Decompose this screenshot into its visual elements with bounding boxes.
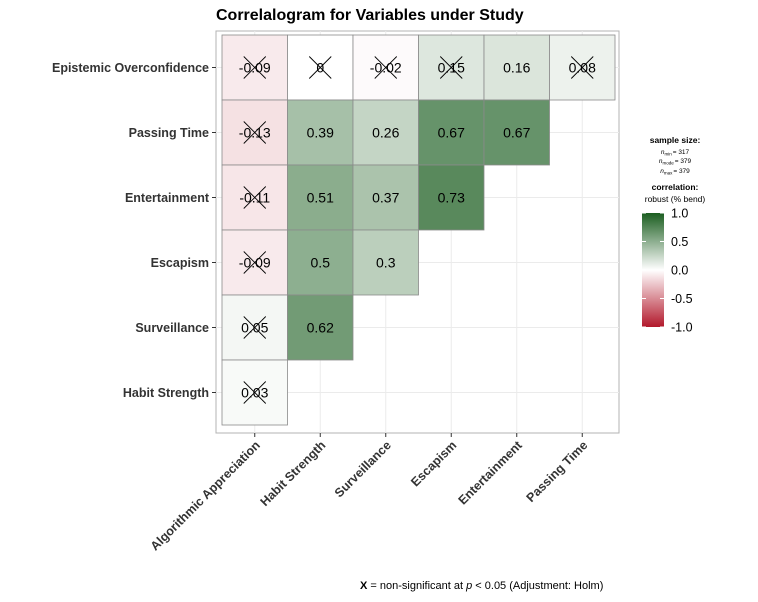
- cell-epistemic-overconfidence-habit-strength: [287, 34, 354, 101]
- nonsignificant-cross: [243, 186, 267, 209]
- cell-passing-time-escapism: [418, 99, 485, 166]
- chart-title: Correlalogram for Variables under Study: [216, 7, 524, 24]
- x-tick-label: Algorithmic Appreciation: [148, 438, 263, 553]
- legend-n-mode: nmode= 379: [659, 158, 692, 166]
- legend-tick-label: -1.0: [671, 321, 693, 335]
- cell-label: 0.73: [438, 190, 465, 206]
- plot-panel: -0.09 0 -0.02 0.15 0.16 0.08-0.13 0.39 0.26 0.67…: [215, 30, 620, 434]
- nonsignificant-cross: [243, 316, 267, 339]
- legend-correlation-title: correlation:: [652, 182, 699, 192]
- legend-tick-label: 0.0: [671, 264, 688, 278]
- cell-passing-time-habit-strength: [287, 99, 354, 166]
- cell-labels: -0.09 0 -0.02 0.15 0.16 0.08-0.13 0.39 0.26 0.67…: [239, 60, 596, 401]
- nonsignificant-cross: [374, 56, 398, 79]
- legend-tick-label: 1.0: [671, 207, 688, 221]
- footnote: X = non-significant at p < 0.05 (Adjustm…: [360, 580, 603, 592]
- nonsignificant-cross: [243, 121, 267, 144]
- footnote-p: p: [465, 580, 472, 592]
- legend-tick-label: -0.5: [671, 292, 693, 306]
- x-tick-label: Entertainment: [456, 438, 526, 508]
- legend-n-min: nmin= 317: [661, 149, 690, 157]
- cell-escapism-habit-strength: [287, 229, 354, 296]
- footnote-text-after: < 0.05 (Adjustment: Holm): [472, 580, 603, 592]
- cell-label: 0.67: [503, 125, 530, 141]
- x-tick-label: Habit Strength: [258, 438, 329, 509]
- cell-passing-time-entertainment: [483, 99, 550, 166]
- cell-label: 0.39: [307, 125, 334, 141]
- footnote-symbol: X: [360, 580, 368, 592]
- y-tick-label: Epistemic Overconfidence: [52, 61, 209, 75]
- cell-label: 0.3: [376, 255, 396, 271]
- heatmap-cells: [221, 34, 616, 426]
- cell-surveillance-habit-strength: [287, 294, 354, 361]
- cell-label: 0.37: [372, 190, 399, 206]
- cell-label: 0.5: [311, 255, 331, 271]
- y-tick-label: Surveillance: [135, 321, 209, 335]
- nonsignificant-marks: [243, 56, 594, 404]
- x-tick-label: Passing Time: [524, 438, 591, 505]
- cell-label: 0.67: [438, 125, 465, 141]
- nonsignificant-cross: [570, 56, 594, 79]
- cell-entertainment-escapism: [418, 164, 485, 231]
- legend-colorbar: [642, 213, 664, 327]
- cell-label: 0.16: [503, 60, 530, 76]
- nonsignificant-cross: [243, 56, 267, 79]
- footnote-text-before: = non-significant at: [367, 580, 466, 592]
- legend-n-max: nmax= 379: [660, 168, 690, 176]
- legend: sample size: nmin= 317 nmode= 379 nmax= …: [642, 135, 705, 335]
- legend-sample-size-title: sample size:: [650, 135, 701, 145]
- cell-label: 0.51: [307, 190, 334, 206]
- x-tick-label: Escapism: [408, 438, 459, 489]
- y-tick-label: Habit Strength: [123, 386, 209, 400]
- cell-escapism-surveillance: [352, 229, 419, 296]
- nonsignificant-cross: [308, 56, 332, 79]
- legend-correlation-subtitle: robust (% bend): [645, 194, 706, 204]
- y-tick-label: Escapism: [151, 256, 209, 270]
- legend-tick-label: 0.5: [671, 235, 688, 249]
- cell-passing-time-surveillance: [352, 99, 419, 166]
- y-tick-label: Entertainment: [125, 191, 210, 205]
- y-tick-label: Passing Time: [129, 126, 209, 140]
- cell-label: 0.26: [372, 125, 399, 141]
- nonsignificant-cross: [243, 251, 267, 274]
- cell-entertainment-habit-strength: [287, 164, 354, 231]
- legend-ticks: 1.0 0.5 0.0 -0.5 -1.0: [642, 207, 693, 335]
- y-axis: Epistemic Overconfidence Passing Time Ente…: [52, 61, 216, 400]
- nonsignificant-cross: [243, 381, 267, 404]
- nonsignificant-cross: [439, 56, 463, 79]
- x-tick-label: Surveillance: [332, 438, 394, 500]
- cell-label: 0.62: [307, 320, 334, 336]
